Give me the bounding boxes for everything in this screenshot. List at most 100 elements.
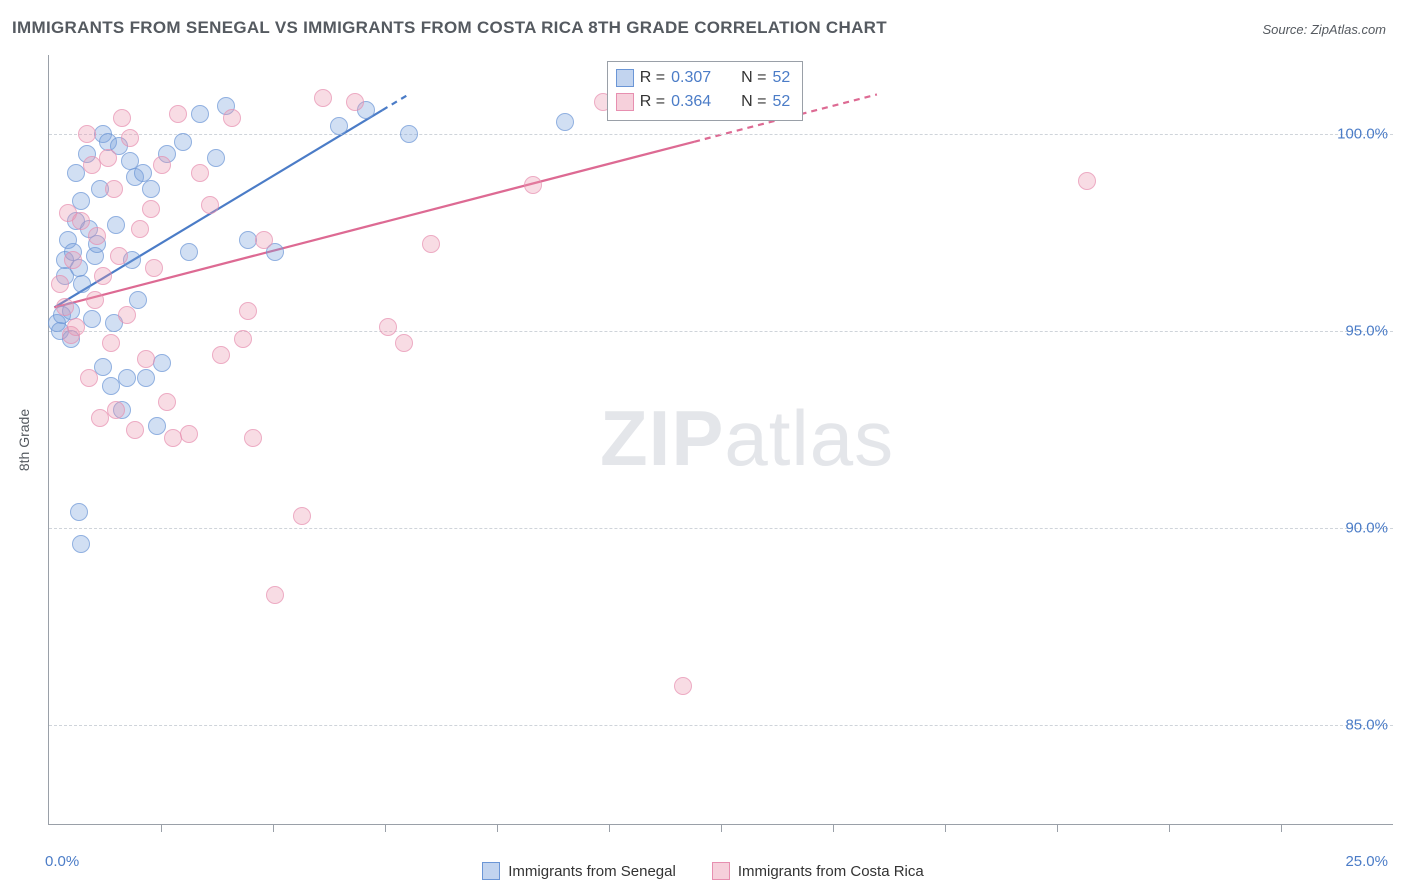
- scatter-point-b: [142, 200, 160, 218]
- scatter-point-b: [201, 196, 219, 214]
- legend-swatch-a: [482, 862, 500, 880]
- gridline-h: [49, 528, 1393, 529]
- scatter-point-b: [234, 330, 252, 348]
- stat-row-b: R = 0.364 N = 52: [616, 90, 791, 114]
- y-tick-label: 100.0%: [1337, 125, 1388, 142]
- gridline-h: [49, 725, 1393, 726]
- scatter-point-b: [126, 421, 144, 439]
- scatter-point-b: [121, 129, 139, 147]
- scatter-point-a: [191, 105, 209, 123]
- scatter-point-b: [255, 231, 273, 249]
- y-tick-label: 90.0%: [1345, 520, 1388, 537]
- x-minor-tick: [385, 824, 386, 832]
- stat-r-value-b: 0.364: [671, 93, 711, 111]
- scatter-point-a: [180, 243, 198, 261]
- scatter-point-b: [64, 251, 82, 269]
- scatter-point-b: [153, 156, 171, 174]
- scatter-point-b: [113, 109, 131, 127]
- scatter-point-b: [72, 212, 90, 230]
- scatter-point-b: [244, 429, 262, 447]
- stat-r-label: R =: [640, 69, 665, 87]
- scatter-point-b: [67, 318, 85, 336]
- scatter-point-a: [118, 369, 136, 387]
- correlation-chart: IMMIGRANTS FROM SENEGAL VS IMMIGRANTS FR…: [0, 0, 1406, 892]
- bottom-legend: Immigrants from Senegal Immigrants from …: [0, 862, 1406, 880]
- chart-title: IMMIGRANTS FROM SENEGAL VS IMMIGRANTS FR…: [12, 18, 887, 38]
- scatter-point-b: [56, 298, 74, 316]
- scatter-point-a: [129, 291, 147, 309]
- stat-row-a: R = 0.307N = 52: [616, 66, 791, 90]
- scatter-point-b: [223, 109, 241, 127]
- scatter-point-b: [105, 180, 123, 198]
- scatter-point-b: [239, 302, 257, 320]
- scatter-point-b: [78, 125, 96, 143]
- x-minor-tick: [273, 824, 274, 832]
- x-minor-tick: [833, 824, 834, 832]
- scatter-point-b: [266, 586, 284, 604]
- stat-n-value-a: 52: [772, 69, 790, 87]
- scatter-point-b: [314, 89, 332, 107]
- scatter-point-b: [86, 291, 104, 309]
- scatter-point-b: [346, 93, 364, 111]
- x-minor-tick: [609, 824, 610, 832]
- scatter-point-b: [99, 149, 117, 167]
- scatter-point-b: [379, 318, 397, 336]
- scatter-point-a: [142, 180, 160, 198]
- scatter-point-b: [191, 164, 209, 182]
- scatter-point-b: [169, 105, 187, 123]
- scatter-point-a: [174, 133, 192, 151]
- scatter-point-a: [83, 310, 101, 328]
- plot-area: ZIPatlas R = 0.307N = 52R = 0.364N = 52: [48, 55, 1393, 825]
- legend-label-a: Immigrants from Senegal: [508, 863, 676, 880]
- scatter-point-b: [137, 350, 155, 368]
- stat-n-value-b: 52: [772, 93, 790, 111]
- scatter-point-b: [524, 176, 542, 194]
- scatter-point-b: [145, 259, 163, 277]
- x-minor-tick: [497, 824, 498, 832]
- scatter-point-b: [212, 346, 230, 364]
- correlation-stat-box: R = 0.307N = 52R = 0.364N = 52: [607, 61, 804, 121]
- scatter-point-b: [180, 425, 198, 443]
- x-minor-tick: [1169, 824, 1170, 832]
- scatter-point-b: [395, 334, 413, 352]
- scatter-point-b: [293, 507, 311, 525]
- scatter-point-b: [422, 235, 440, 253]
- scatter-point-a: [107, 216, 125, 234]
- y-tick-label: 85.0%: [1345, 717, 1388, 734]
- x-minor-tick: [721, 824, 722, 832]
- scatter-point-a: [330, 117, 348, 135]
- scatter-point-a: [400, 125, 418, 143]
- x-minor-tick: [1281, 824, 1282, 832]
- legend-swatch-b: [712, 862, 730, 880]
- legend-label-b: Immigrants from Costa Rica: [738, 863, 924, 880]
- scatter-point-b: [131, 220, 149, 238]
- scatter-point-b: [1078, 172, 1096, 190]
- scatter-point-b: [51, 275, 69, 293]
- scatter-point-b: [110, 247, 128, 265]
- legend-item-b: Immigrants from Costa Rica: [712, 862, 924, 880]
- y-axis-title: 8th Grade: [16, 409, 32, 471]
- trend-line-b: [54, 142, 694, 308]
- scatter-point-b: [80, 369, 98, 387]
- scatter-point-a: [72, 535, 90, 553]
- y-tick-label: 95.0%: [1345, 323, 1388, 340]
- scatter-point-a: [70, 503, 88, 521]
- x-minor-tick: [945, 824, 946, 832]
- scatter-point-b: [102, 334, 120, 352]
- stat-n-label: N =: [741, 93, 766, 111]
- scatter-point-a: [556, 113, 574, 131]
- stat-n-label: N =: [741, 69, 766, 87]
- legend-item-a: Immigrants from Senegal: [482, 862, 676, 880]
- scatter-point-a: [148, 417, 166, 435]
- scatter-point-b: [118, 306, 136, 324]
- scatter-point-a: [153, 354, 171, 372]
- stat-r-label: R =: [640, 93, 665, 111]
- x-minor-tick: [161, 824, 162, 832]
- scatter-point-a: [73, 275, 91, 293]
- source-attribution: Source: ZipAtlas.com: [1262, 22, 1386, 37]
- gridline-h: [49, 331, 1393, 332]
- gridline-h: [49, 134, 1393, 135]
- scatter-point-b: [94, 267, 112, 285]
- scatter-point-a: [207, 149, 225, 167]
- x-minor-tick: [1057, 824, 1058, 832]
